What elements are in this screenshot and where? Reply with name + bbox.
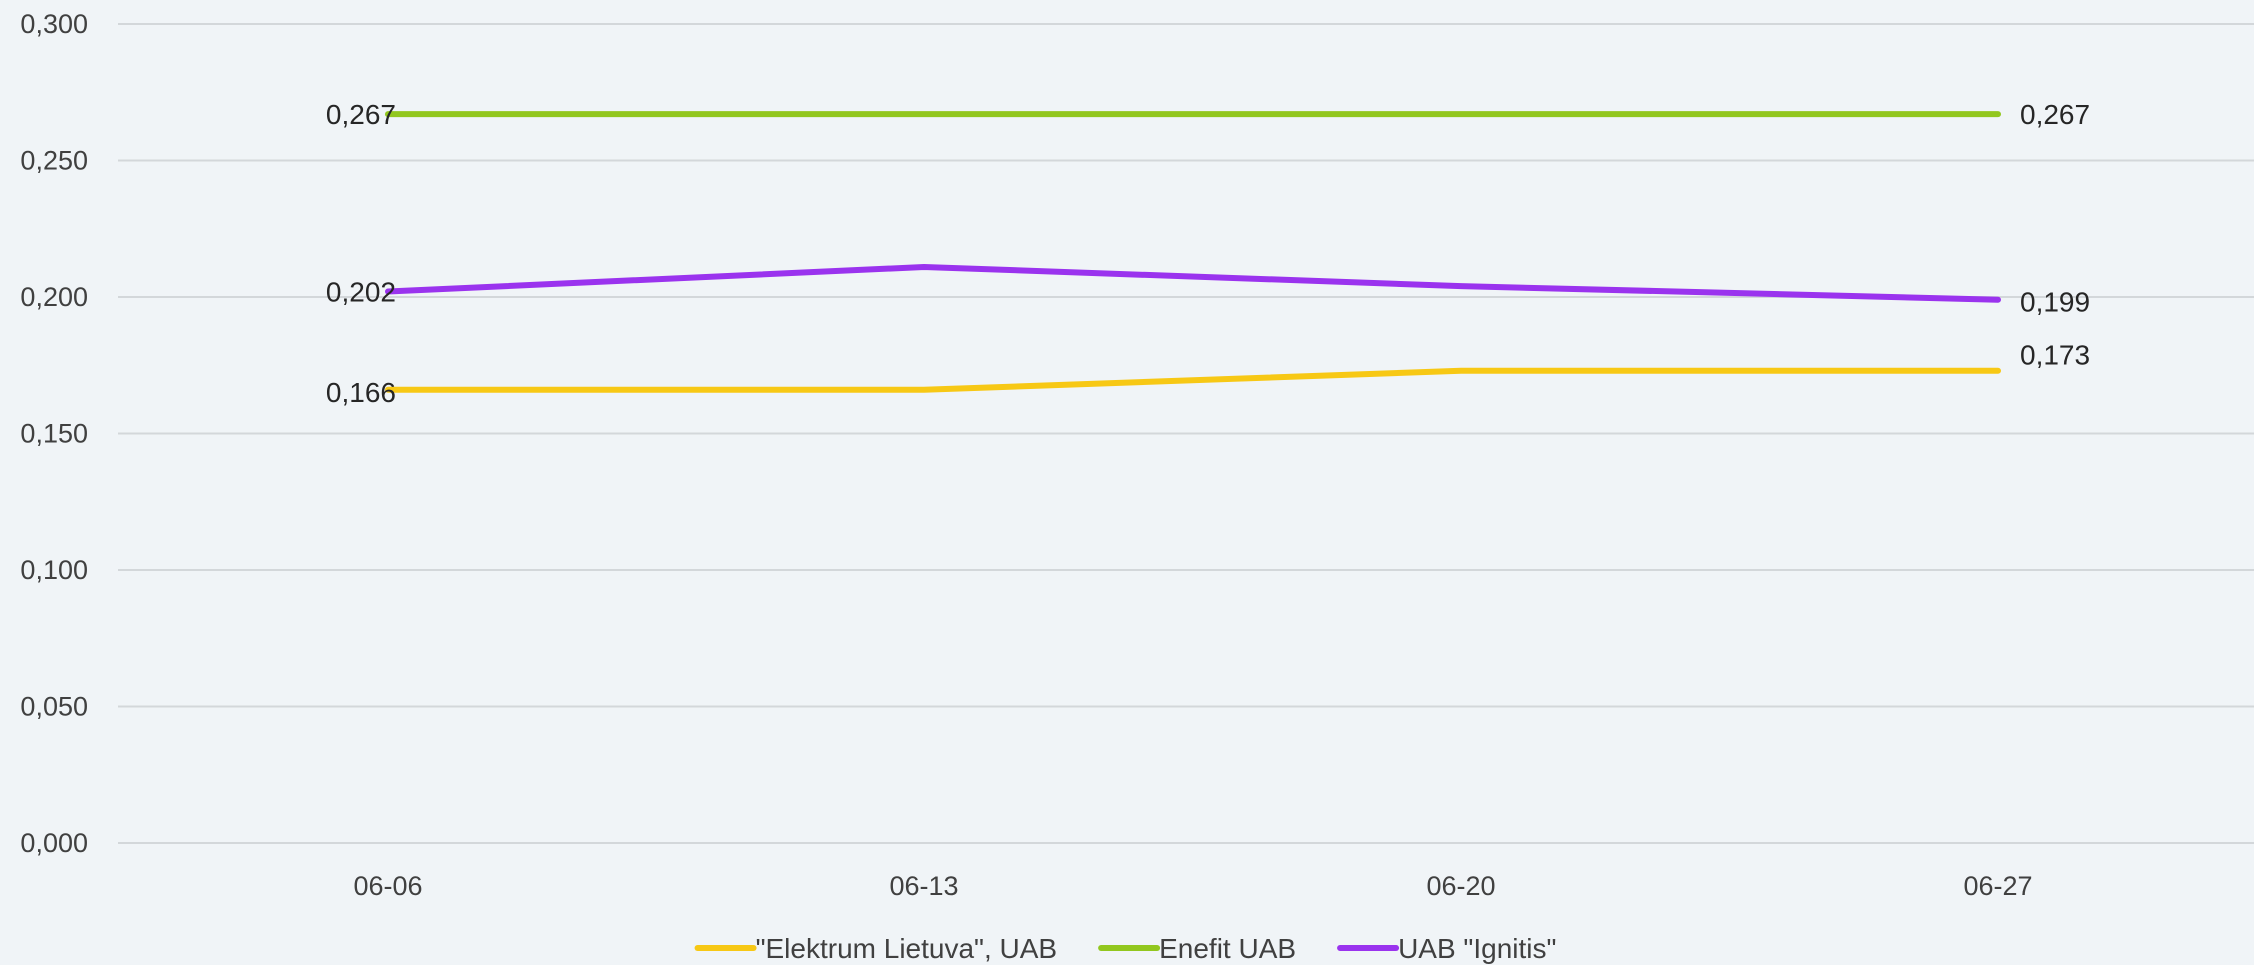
y-tick-label: 0,200 <box>20 282 88 312</box>
y-tick-label: 0,150 <box>20 419 88 449</box>
legend-label: Enefit UAB <box>1159 933 1296 964</box>
series-line <box>385 367 2001 393</box>
data-labels: 0,166 0,173 0,267 0,267 0,202 0,199 <box>326 99 2090 408</box>
data-label: 0,166 <box>326 377 396 408</box>
y-tick-label: 0,050 <box>20 692 88 722</box>
series-lines <box>385 111 2001 393</box>
legend-label: "Elektrum Lietuva", UAB <box>756 933 1058 964</box>
series-line <box>385 264 2001 303</box>
x-tick-label: 06-20 <box>1426 871 1495 901</box>
gridlines <box>118 23 2254 844</box>
y-tick-label: 0,300 <box>20 9 88 39</box>
data-label: 0,202 <box>326 277 396 308</box>
data-label: 0,267 <box>326 99 396 130</box>
x-tick-label: 06-06 <box>353 871 422 901</box>
y-axis-ticks: 0,000 0,050 0,100 0,150 0,200 0,250 0,300 <box>20 9 88 858</box>
y-tick-label: 0,100 <box>20 555 88 585</box>
x-tick-label: 06-13 <box>889 871 958 901</box>
data-label: 0,199 <box>2020 287 2090 318</box>
x-tick-label: 06-27 <box>1963 871 2032 901</box>
data-label: 0,267 <box>2020 99 2090 130</box>
legend: "Elektrum Lietuva", UAB Enefit UAB UAB "Ig… <box>694 933 1556 964</box>
legend-label: UAB "Ignitis" <box>1398 933 1556 964</box>
y-tick-label: 0,000 <box>20 828 88 858</box>
data-label: 0,173 <box>2020 340 2090 371</box>
y-tick-label: 0,250 <box>20 146 88 176</box>
x-axis-ticks: 06-06 06-13 06-20 06-27 <box>353 871 2032 901</box>
